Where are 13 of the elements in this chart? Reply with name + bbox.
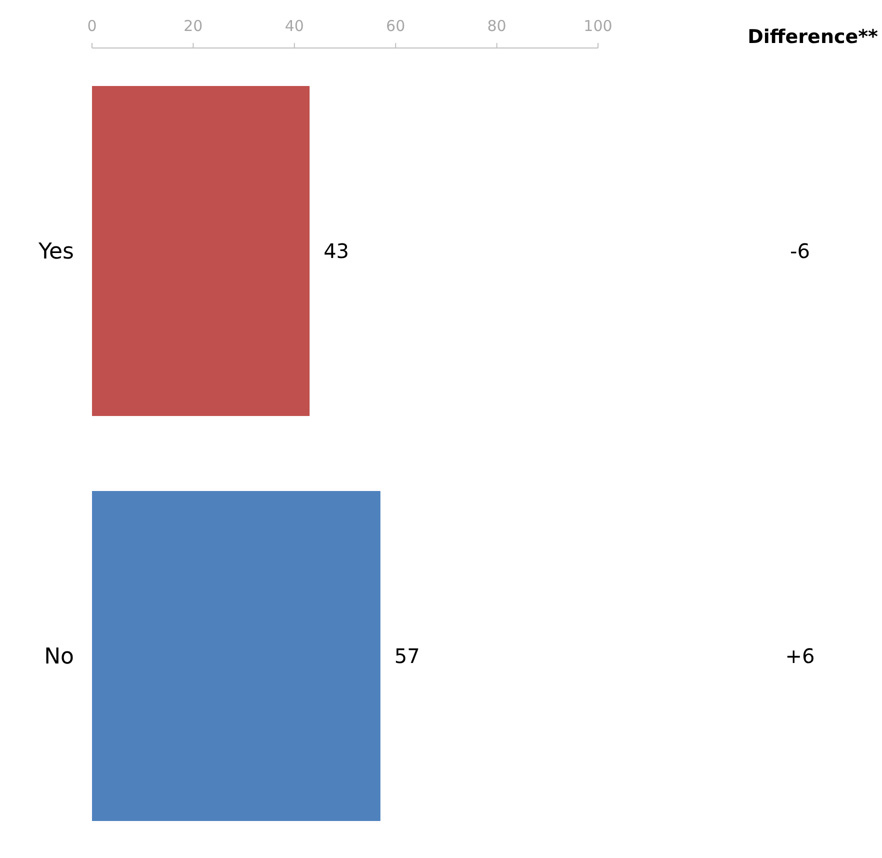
x-tick-label: 0 [87, 17, 97, 35]
x-tick-label: 40 [284, 17, 304, 35]
data-label: 43 [324, 239, 350, 264]
x-tick-label: 80 [487, 17, 506, 35]
text: -6 [790, 239, 810, 263]
text: +6 [785, 644, 815, 668]
text: Difference** [748, 26, 878, 48]
y-tick-label: No [44, 644, 74, 670]
x-tick-label: 60 [386, 17, 406, 35]
x-tick-label: 100 [584, 17, 612, 35]
y-tick-label: Yes [37, 239, 74, 264]
x-tick-label: 20 [184, 17, 203, 35]
data-label: 57 [394, 644, 420, 668]
